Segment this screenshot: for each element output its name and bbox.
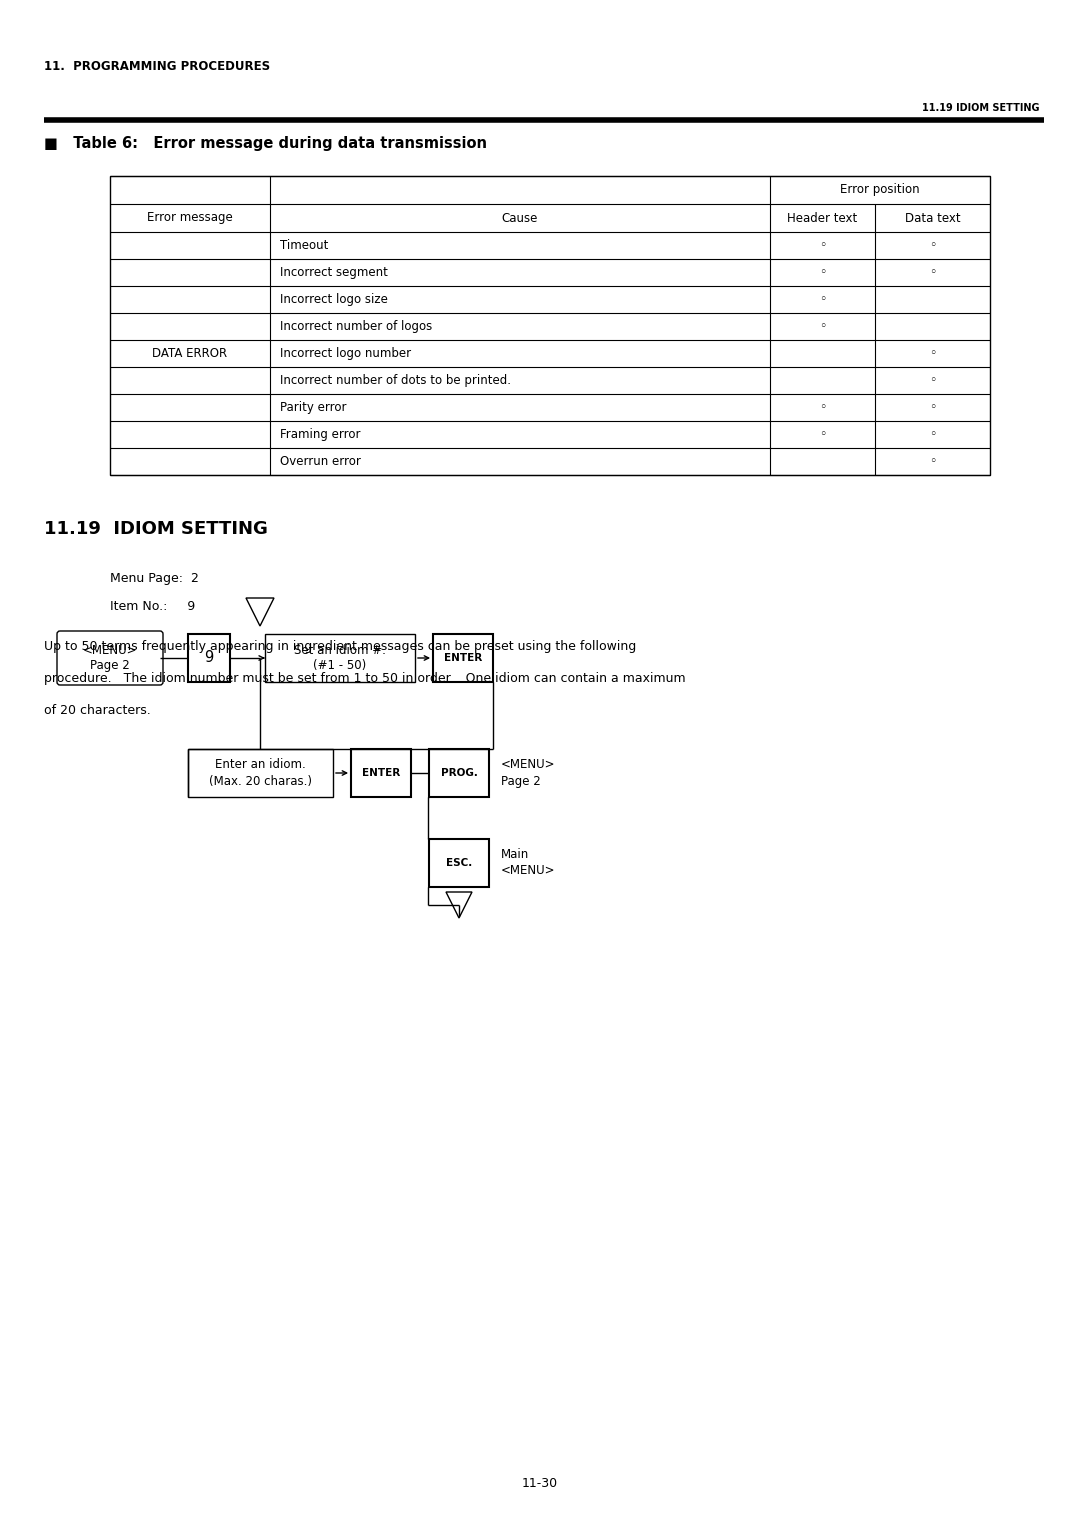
- Text: Overrun error: Overrun error: [280, 455, 361, 468]
- Text: ■   Table 6:   Error message during data transmission: ■ Table 6: Error message during data tra…: [44, 136, 487, 151]
- Text: Set an idiom #.
(#1 - 50): Set an idiom #. (#1 - 50): [294, 643, 386, 672]
- Text: 11.  PROGRAMMING PROCEDURES: 11. PROGRAMMING PROCEDURES: [44, 60, 270, 73]
- Text: 11.19  IDIOM SETTING: 11.19 IDIOM SETTING: [44, 520, 268, 538]
- Text: 11.19 IDIOM SETTING: 11.19 IDIOM SETTING: [922, 102, 1040, 113]
- Text: Item No.:     9: Item No.: 9: [110, 601, 195, 613]
- Text: ◦: ◦: [929, 374, 936, 387]
- Text: of 20 characters.: of 20 characters.: [44, 704, 151, 717]
- Text: ◦: ◦: [819, 400, 826, 414]
- Text: procedure.   The idiom number must be set from 1 to 50 in order.   One idiom can: procedure. The idiom number must be set …: [44, 672, 686, 685]
- Text: Data text: Data text: [905, 211, 960, 225]
- Text: 11-30: 11-30: [522, 1478, 558, 1490]
- Text: <MENU>
Page 2: <MENU> Page 2: [83, 643, 137, 672]
- Text: ◦: ◦: [819, 428, 826, 442]
- Text: Timeout: Timeout: [280, 238, 328, 252]
- Text: ◦: ◦: [819, 238, 826, 252]
- Text: Incorrect segment: Incorrect segment: [280, 266, 388, 280]
- Bar: [188, 634, 230, 681]
- Text: Header text: Header text: [787, 211, 858, 225]
- Bar: [429, 749, 489, 798]
- Text: DATA ERROR: DATA ERROR: [152, 347, 228, 361]
- Text: ◦: ◦: [819, 293, 826, 306]
- Bar: [265, 634, 415, 681]
- Text: ◦: ◦: [929, 266, 936, 280]
- Text: Menu Page:  2: Menu Page: 2: [110, 571, 199, 585]
- Text: ENTER: ENTER: [444, 652, 482, 663]
- Text: Cause: Cause: [502, 211, 538, 225]
- Text: ◦: ◦: [819, 319, 826, 333]
- Text: ENTER: ENTER: [362, 769, 400, 778]
- Text: ◦: ◦: [929, 400, 936, 414]
- Text: Enter an idiom.
(Max. 20 charas.): Enter an idiom. (Max. 20 charas.): [210, 758, 312, 787]
- Text: Parity error: Parity error: [280, 400, 347, 414]
- Text: ◦: ◦: [929, 238, 936, 252]
- Text: Incorrect number of logos: Incorrect number of logos: [280, 319, 432, 333]
- Text: ◦: ◦: [929, 428, 936, 442]
- Text: Incorrect number of dots to be printed.: Incorrect number of dots to be printed.: [280, 374, 511, 387]
- Text: Error position: Error position: [840, 183, 920, 197]
- Text: Framing error: Framing error: [280, 428, 361, 442]
- Text: ◦: ◦: [929, 347, 936, 361]
- Text: PROG.: PROG.: [441, 769, 477, 778]
- Text: Up to 50 terms frequently appearing in ingredient messages can be preset using t: Up to 50 terms frequently appearing in i…: [44, 640, 636, 652]
- Text: ◦: ◦: [819, 266, 826, 280]
- Text: 9: 9: [204, 651, 214, 666]
- Bar: [351, 749, 411, 798]
- Text: Incorrect logo size: Incorrect logo size: [280, 293, 388, 306]
- Text: Main
<MENU>: Main <MENU>: [501, 848, 555, 877]
- Text: Error message: Error message: [147, 211, 233, 225]
- Bar: [433, 634, 492, 681]
- Text: <MENU>
Page 2: <MENU> Page 2: [501, 758, 555, 787]
- Text: Incorrect logo number: Incorrect logo number: [280, 347, 411, 361]
- Bar: [110, 176, 990, 475]
- Text: ESC.: ESC.: [446, 859, 472, 868]
- Text: ◦: ◦: [929, 455, 936, 468]
- Bar: [188, 749, 333, 798]
- Bar: [429, 839, 489, 886]
